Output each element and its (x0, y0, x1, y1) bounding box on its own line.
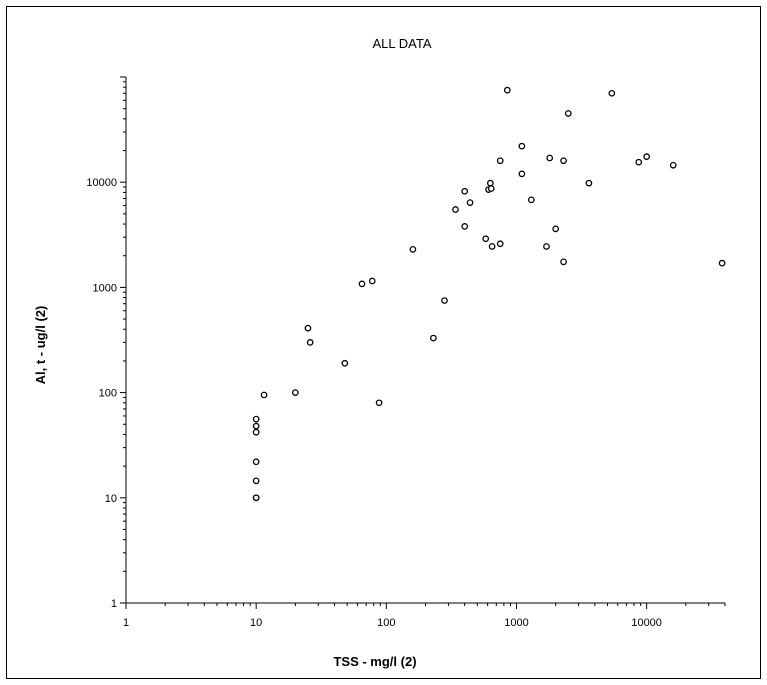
data-point (496, 157, 504, 165)
data-point (375, 399, 383, 407)
data-point (252, 458, 260, 466)
data-point (527, 196, 535, 204)
data-point (430, 334, 437, 342)
data-point (669, 161, 677, 169)
scatter-chart: ALL DATA 1 10 100 1000 10000 1 10 100 1000 10000… (33, 36, 726, 669)
data-point (543, 243, 550, 250)
data-point (252, 477, 260, 485)
data-point (564, 110, 572, 117)
data-point (635, 158, 643, 166)
data-point (252, 422, 260, 430)
data-point (252, 415, 260, 423)
data-point (260, 391, 268, 399)
data-point (608, 89, 616, 97)
data-point (252, 428, 260, 436)
chart-title: ALL DATA (372, 36, 431, 51)
data-point (482, 235, 490, 243)
data-point (466, 199, 474, 206)
x-tick-label: 10000 (631, 617, 662, 629)
data-point (488, 243, 496, 250)
x-tick-label: 10 (250, 617, 262, 629)
y-tick-label: 1 (111, 598, 117, 610)
data-point (552, 225, 560, 233)
data-point (441, 297, 448, 304)
x-tick-label: 1 (123, 617, 129, 629)
x-tick-label: 100 (377, 617, 395, 629)
data-point (409, 245, 417, 253)
x-tick-label: 1000 (504, 617, 528, 629)
data-point (496, 240, 504, 248)
data-point (341, 359, 349, 367)
data-point (546, 154, 554, 162)
data-point (306, 339, 314, 346)
data-point (518, 170, 526, 178)
data-point (304, 324, 312, 332)
x-tick-group: 1 10 100 1000 10000 (123, 603, 726, 629)
chart-frame: ALL DATA 1 10 100 1000 10000 1 10 100 1000 10000… (6, 6, 761, 679)
data-point (560, 157, 567, 165)
data-point (643, 153, 650, 160)
y-tick-group: 1 10 100 1000 10000 (86, 76, 126, 610)
data-point (252, 494, 260, 502)
data-point (461, 187, 469, 195)
data-point (358, 280, 366, 288)
data-points (252, 86, 726, 502)
data-point (291, 389, 299, 396)
data-point (560, 258, 567, 266)
y-tick-label: 1000 (93, 282, 117, 294)
y-tick-label: 100 (99, 388, 117, 400)
x-axis-label: TSS - mg/l (2) (333, 654, 416, 669)
data-point (487, 179, 494, 187)
data-point (461, 223, 469, 230)
y-tick-label: 10000 (86, 177, 117, 189)
data-point (368, 277, 376, 285)
data-point (718, 259, 726, 267)
y-axis-label: Al, t - ug/l (2) (33, 306, 48, 385)
y-tick-label: 10 (105, 493, 117, 505)
data-point (585, 179, 593, 187)
data-point (503, 86, 511, 94)
data-point (518, 142, 526, 150)
data-point (487, 185, 495, 192)
data-point (452, 206, 459, 213)
